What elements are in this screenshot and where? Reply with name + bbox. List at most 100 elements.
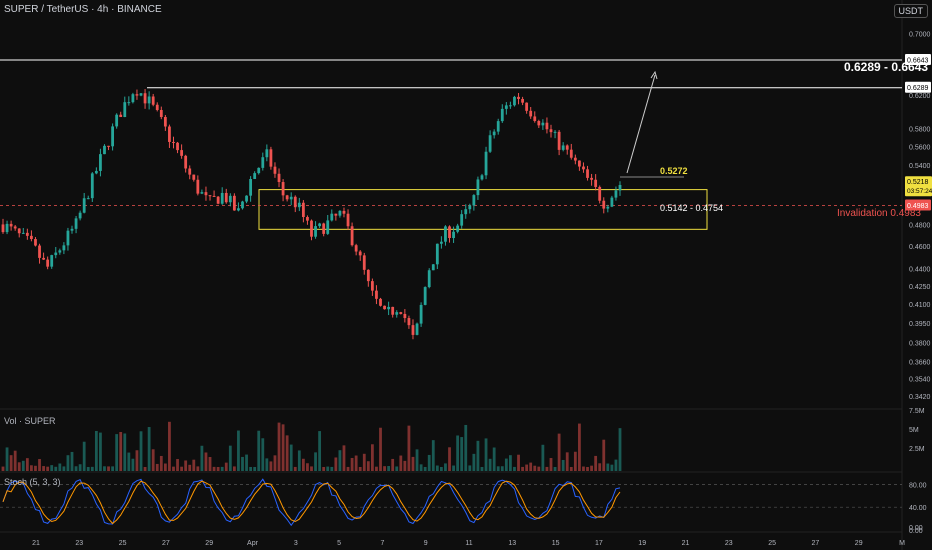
candle-body [115,114,119,127]
candle-body [119,114,123,118]
volume-bar [94,430,98,471]
candle-body [25,232,29,236]
volume-bars [1,421,622,471]
currency-badge[interactable]: USDT [893,4,928,18]
candle-body [86,198,90,200]
candle-body [277,173,281,183]
candle-body [521,98,524,103]
candle-body [42,257,45,260]
top-line-badge-text: 0.6643 [907,58,929,65]
volume-bar [586,466,589,471]
volume-bar [318,431,322,471]
volume-bar [273,455,277,471]
price-tick: 0.3540 [909,377,931,384]
stoch-k-line [2,478,621,527]
candle-body [17,228,21,234]
time-tick: M [899,540,905,547]
volume-bar [285,435,289,471]
volume-bar [289,444,293,471]
volume-bar [143,466,147,471]
candle-body [208,195,212,197]
candle-body [257,167,261,174]
volume-bar [261,438,265,471]
volume-bar [464,424,468,471]
candle-body [289,196,293,200]
candle-body [602,200,606,209]
stoch-title[interactable]: Stoch (5, 3, 3) [4,477,61,487]
volume-bar [115,434,119,471]
candle-body [232,195,236,211]
volume-bar [403,460,407,471]
volume-bar [216,466,220,471]
volume-bar [184,460,188,471]
volume-bar [529,462,533,471]
volume-bar [606,463,610,471]
candle-body [285,195,289,200]
candle-body [480,175,484,180]
candle-body [488,135,492,152]
volume-bar [525,464,529,471]
candle-body [94,170,98,174]
candle-body [196,179,200,194]
volume-bar [553,466,557,471]
price-tick: 0.6200 [909,93,931,100]
zone-label: 0.5142 - 0.4754 [660,203,724,213]
candle-body [472,195,476,206]
volume-bar [350,457,354,471]
candle-body [301,202,305,218]
candle-body [606,206,610,209]
volume-bar [62,466,66,471]
volume-bar [50,465,54,471]
candle-body [391,306,395,315]
volume-bar [293,466,297,471]
volume-bar [557,433,561,471]
candle-body [342,210,346,214]
candle-body [557,131,561,150]
time-axis[interactable]: 21 23 25 27 29 Apr 3 5 7 9 11 13 15 17 19 21 23 25 27 29 M [32,540,905,547]
volume-bar [362,453,366,471]
candle-body [78,212,82,219]
volume-bar [172,466,175,471]
time-tick: 9 [424,540,428,547]
price-tick: 0.4400 [909,266,931,273]
time-tick: 29 [205,540,213,547]
volume-bar [21,460,25,471]
candle-body [573,157,577,161]
volume-bar [541,444,545,471]
time-tick: 7 [380,540,384,547]
volume-bar [602,439,606,471]
volume-bar [58,463,62,471]
candle-body [30,235,33,240]
price-axis[interactable]: 0.70000.62000.58000.56000.54000.50000.48… [909,32,931,535]
candle-body [228,195,232,203]
invalidation-label: Invalidation 0.4983 [837,208,921,219]
candle-body [143,93,147,104]
volume-title[interactable]: Vol · SUPER [4,416,56,426]
volume-bar [500,466,504,471]
drawing-overlays[interactable] [0,59,902,230]
demand-zone[interactable] [258,189,708,230]
candle-body [21,232,25,234]
volume-bar [151,449,155,471]
volume-tick: 0.00 [909,525,923,532]
candle-body [127,102,131,104]
candle-body [265,149,269,158]
candle-body [456,225,460,232]
symbol-title[interactable]: SUPER / TetherUS · 4h · BINANCE [4,4,162,15]
projection-arrow[interactable] [626,74,656,174]
candle-body [419,304,423,324]
candle-body [403,313,407,319]
volume-bar [54,466,58,471]
volume-bar [537,466,541,471]
candle-body [561,145,565,150]
stoch-tick: 80.00 [909,482,927,489]
candle-body [513,96,516,106]
level-label: 0.5272 [660,166,688,176]
volume-bar [358,466,362,471]
candle-body [180,150,184,156]
price-tick: 0.4250 [909,284,931,291]
candle-body [496,121,500,132]
volume-bar [228,445,232,471]
candle-body [614,190,618,198]
